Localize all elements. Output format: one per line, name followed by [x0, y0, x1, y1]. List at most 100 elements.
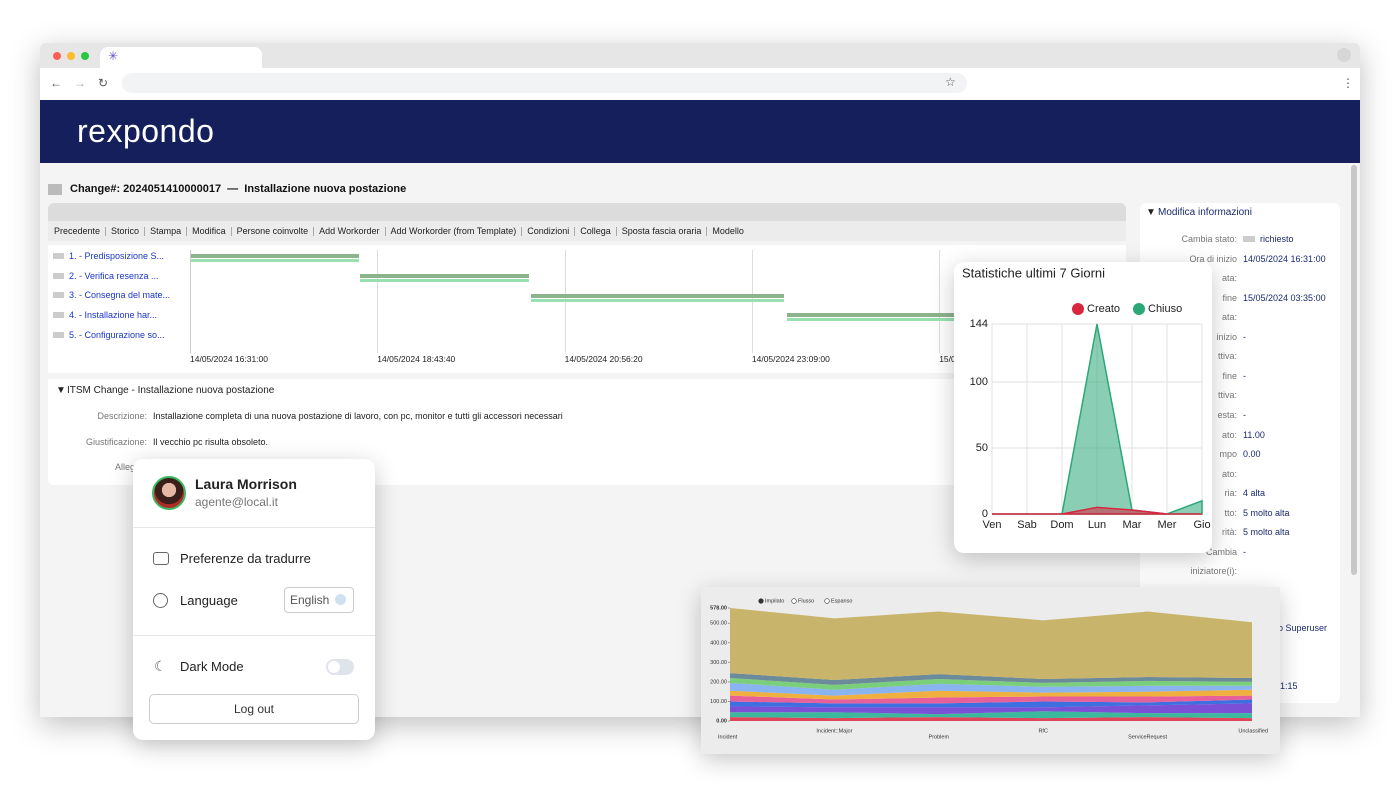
x-tick-label: Incident: [718, 734, 738, 740]
y-tick-label: 578.00: [710, 605, 727, 611]
toolbar-item[interactable]: Storico: [111, 226, 140, 236]
side-label: esta:: [1217, 409, 1237, 420]
legend-label: Flusso: [798, 598, 814, 604]
side-value: 11.00: [1243, 429, 1265, 440]
window-close[interactable]: [53, 52, 61, 60]
gantt-bar-actual: [531, 299, 784, 302]
task-icon: [53, 253, 64, 259]
nav-forward[interactable]: →: [74, 76, 86, 90]
browser-menu[interactable]: ⋮: [1342, 76, 1354, 90]
toolbar-item[interactable]: Sposta fascia oraria: [621, 226, 702, 236]
legend-swatch: [1072, 303, 1084, 315]
time-label: 14/05/2024 20:56:20: [564, 354, 643, 364]
side-label: ata:: [1221, 312, 1237, 323]
toolbar-item[interactable]: Collega: [580, 226, 611, 236]
legend-swatch: [1133, 303, 1145, 315]
toolbar-separator: [384, 226, 386, 236]
side-value: 4 alta: [1243, 488, 1266, 499]
toolbar-separator: [574, 226, 576, 236]
task-link[interactable]: 3. - Consegna del mate...: [69, 290, 171, 301]
stack-area: [730, 711, 1252, 719]
toolbar-separator: [230, 226, 232, 236]
field-label: Descrizione:: [97, 411, 147, 421]
side-label: mpo: [1219, 449, 1237, 460]
x-tick-label: Mer: [1158, 519, 1177, 531]
bookmark-star[interactable]: ☆: [945, 75, 956, 89]
gantt-bar-actual: [191, 259, 359, 262]
series-area: [992, 323, 1203, 515]
toolbar-separator: [706, 226, 708, 236]
legend-label: Impilato: [765, 598, 784, 604]
tab-menu[interactable]: [1337, 48, 1351, 62]
y-tick-label: 400.00: [710, 640, 727, 646]
task-icon: [53, 331, 64, 338]
y-tick-label: 0.00: [716, 718, 727, 724]
window-zoom[interactable]: [81, 52, 89, 60]
preferences-link[interactable]: Preferenze da tradurre: [180, 551, 311, 566]
y-tick-label: 500.00: [710, 621, 727, 627]
address-bar[interactable]: [122, 73, 967, 93]
task-link[interactable]: 1. - Predisposizione S...: [69, 251, 165, 261]
side-title[interactable]: Modifica informazioni: [1158, 207, 1252, 218]
toolbar-item[interactable]: Condizioni: [527, 226, 570, 236]
stack-area: [730, 689, 1252, 700]
logout-button[interactable]: Log out: [149, 694, 359, 724]
side-caret[interactable]: ▼: [1146, 207, 1156, 218]
toolbar-item[interactable]: Precedente: [54, 226, 101, 236]
toolbar-item[interactable]: Add Workorder (from Template): [390, 226, 517, 236]
nav-reload[interactable]: ↻: [98, 76, 109, 90]
task-icon: [53, 272, 64, 279]
task-link[interactable]: 5. - Configurazione so...: [69, 329, 165, 340]
toolbar-separator: [105, 226, 107, 236]
side-label: rità:: [1221, 527, 1237, 538]
toolbar-item[interactable]: Modello: [712, 226, 744, 236]
stacked-card: 0.00 100.00 200.00 300.00 400.00 500.00 578.00…: [701, 587, 1280, 754]
stack-area: [730, 703, 1252, 715]
nav-back[interactable]: ←: [50, 76, 62, 90]
window-minimize[interactable]: [67, 52, 75, 60]
toolbar-item[interactable]: Modifica: [192, 226, 226, 236]
divider: [133, 527, 375, 528]
side-label: ato:: [1221, 429, 1237, 440]
gantt-bar-actual: [360, 279, 529, 282]
x-tick-label: Incident::Major: [816, 728, 852, 734]
toolbar-separator: [615, 226, 617, 236]
task-link[interactable]: 4. - Installazione har...: [69, 310, 158, 321]
task-link[interactable]: 2. - Verifica resenza ...: [69, 270, 159, 281]
toolbar-separator: [521, 226, 523, 236]
field-value: Installazione completa di una nuova post…: [153, 411, 563, 421]
side-label: fine: [1222, 292, 1237, 303]
side-label: inizio: [1216, 331, 1237, 342]
side-label: ttiva:: [1217, 390, 1237, 401]
language-value[interactable]: English: [290, 593, 330, 607]
x-tick-label: Ven: [983, 519, 1002, 531]
side-value: 5 molto alta: [1243, 527, 1290, 538]
change-title: Change#: 2024051410000017 — Installazion…: [70, 183, 407, 195]
toolbar-header: [48, 203, 1126, 221]
itsm-title[interactable]: ITSM Change - Installazione nuova postaz…: [67, 385, 275, 396]
side-label: tto:: [1224, 507, 1237, 518]
series-area: [992, 506, 1202, 515]
language-select[interactable]: [284, 587, 354, 613]
legend-label: Espanso: [831, 598, 852, 604]
side-label: iniziatore(i):: [1190, 566, 1237, 577]
divider: [133, 635, 375, 636]
side-value: 15/05/2024 03:35:00: [1243, 292, 1326, 303]
x-tick-label: Gio: [1193, 519, 1210, 531]
gantt-bar-planned: [191, 254, 359, 258]
toolbar-item[interactable]: Stampa: [150, 226, 182, 236]
legend-label: Creato: [1087, 303, 1120, 315]
x-tick-label: Lun: [1088, 519, 1106, 531]
gantt-grid: [377, 250, 378, 353]
browser-tab[interactable]: [100, 47, 262, 68]
task-icon: [53, 312, 64, 319]
toolbar-item[interactable]: Persone coinvolte: [236, 226, 309, 236]
stats-chart: Statistiche ultimi 7 Giorni 0 50 100 144 Ven S…: [962, 265, 1211, 531]
stack-area: [730, 717, 1252, 721]
scrollbar: [1351, 165, 1357, 575]
stack-area: [730, 677, 1252, 690]
itsm-caret[interactable]: ▼: [56, 385, 66, 396]
dark-mode-icon: ☾: [154, 658, 167, 674]
toolbar-item[interactable]: Add Workorder: [319, 226, 380, 236]
